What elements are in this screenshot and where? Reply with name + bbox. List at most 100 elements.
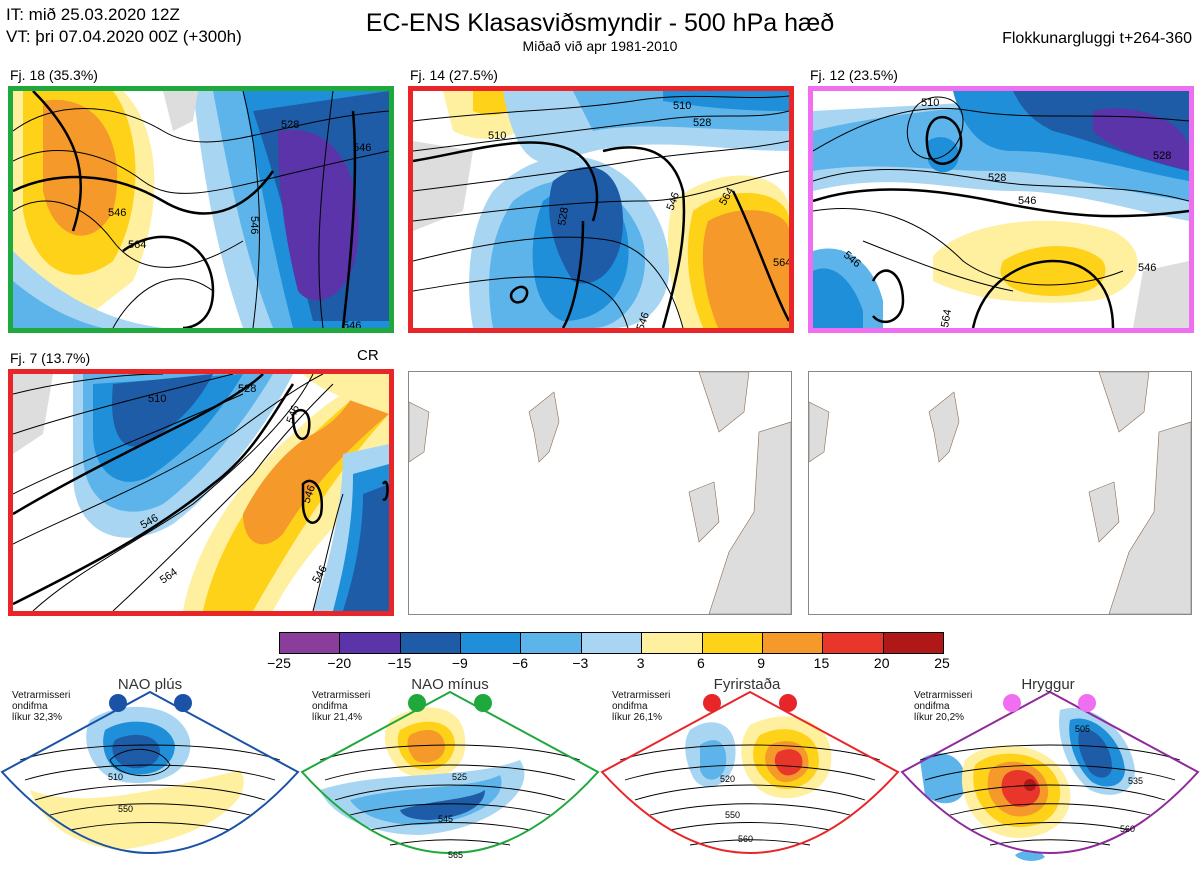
empty-map-1 — [408, 371, 792, 615]
svg-text:546: 546 — [108, 207, 126, 219]
colorbar-swatch — [521, 633, 582, 653]
regime-title-nao-minus: NAO mínus — [411, 676, 489, 693]
note-line: ondifma — [914, 701, 950, 712]
colorbar-swatch — [823, 633, 884, 653]
svg-text:528: 528 — [988, 172, 1006, 184]
nao-minus-contour-525: 525 — [452, 772, 467, 782]
regime-note-nao-minus: Vetrarmisseri ondifma líkur 21,4% — [312, 690, 370, 723]
colorbar-tick-label: −20 — [327, 655, 352, 671]
note-line: Vetrarmisseri — [312, 690, 371, 701]
colorbar-swatch — [461, 633, 522, 653]
cluster-map-2: 510 528 510 528 546 564 564 546 — [408, 86, 794, 333]
colorbar-tick-label: −6 — [512, 655, 529, 671]
note-line: ondifma — [12, 701, 48, 712]
colorbar-swatch — [581, 633, 643, 653]
colorbar-swatch — [762, 633, 824, 653]
svg-text:546: 546 — [285, 404, 303, 425]
valid-time: VT: þri 07.04.2020 00Z (+300h) — [6, 27, 242, 46]
svg-text:510: 510 — [148, 393, 166, 405]
nao-plus-contour-550: 550 — [118, 804, 133, 814]
fyrirstada-contour-520: 520 — [720, 774, 735, 784]
note-line: ondifma — [612, 701, 648, 712]
svg-text:564: 564 — [773, 257, 789, 269]
hryggur-contour-560: 560 — [1120, 824, 1135, 834]
regime-row: 510 550 525 545 565 — [0, 676, 1200, 871]
note-line: Vetrarmisseri — [914, 690, 973, 701]
regime-fans: 510 550 525 545 565 — [0, 690, 1200, 861]
regime-title-fyrirstada: Fyrirstaða — [713, 676, 781, 693]
colorbar-tick-label: −3 — [572, 655, 589, 671]
svg-text:546: 546 — [1018, 195, 1036, 207]
note-line: líkur 20,2% — [914, 712, 965, 723]
svg-text:528: 528 — [1153, 150, 1171, 162]
empty-map-2 — [808, 371, 1192, 615]
svg-text:510: 510 — [488, 130, 506, 142]
cluster-label-1: Fj. 18 (35.3%) — [10, 67, 98, 83]
colorbar-tick-label: −25 — [267, 655, 291, 671]
classification-window: Flokkunargluggi t+264-360 — [1002, 30, 1192, 47]
svg-text:528: 528 — [281, 119, 299, 131]
svg-text:546: 546 — [665, 191, 683, 212]
note-line: líkur 21,4% — [312, 712, 363, 723]
hryggur-contour-535: 535 — [1128, 776, 1143, 786]
colorbar-tick-label: 6 — [697, 655, 705, 671]
nao-minus-contour-545: 545 — [438, 814, 453, 824]
regime-nao-minus: 525 545 565 — [300, 690, 600, 860]
svg-text:528: 528 — [238, 383, 256, 395]
hryggur-contour-505: 505 — [1075, 724, 1090, 734]
nao-plus-contour-510: 510 — [108, 772, 123, 782]
page-title: EC-ENS Klasasviðsmyndir - 500 hPa hæð — [365, 9, 835, 37]
colorbar-tick-label: −15 — [387, 655, 412, 671]
note-line: Vetrarmisseri — [612, 690, 671, 701]
page-subtitle: Miðað við apr 1981-2010 — [522, 38, 678, 54]
colorbar-swatch — [642, 633, 703, 653]
regime-title-hryggur: Hryggur — [1021, 676, 1075, 693]
svg-text:546: 546 — [301, 484, 319, 505]
regime-hryggur: 505 535 560 — [900, 690, 1200, 861]
regime-note-nao-plus: Vetrarmisseri ondifma líkur 32,3% — [12, 690, 70, 723]
svg-text:510: 510 — [673, 100, 691, 112]
cluster-label-2: Fj. 14 (27.5%) — [410, 67, 498, 83]
svg-text:546: 546 — [248, 216, 260, 234]
run-info: IT: mið 25.03.2020 12Z VT: þri 07.04.202… — [6, 4, 242, 48]
issue-time: IT: mið 25.03.2020 12Z — [6, 5, 180, 24]
colorbar-tick-label: 25 — [934, 655, 950, 671]
colorbar-swatch — [883, 633, 943, 653]
svg-text:546: 546 — [635, 311, 653, 328]
colorbar-tick-label: 3 — [636, 655, 645, 671]
note-line: ondifma — [312, 701, 348, 712]
colorbar — [279, 632, 944, 654]
fyrirstada-contour-560: 560 — [738, 834, 753, 844]
cluster-map-4: 510 528 546 546 546 564 546 — [8, 369, 394, 616]
svg-text:564: 564 — [939, 308, 954, 328]
svg-text:546: 546 — [353, 142, 371, 154]
svg-text:546: 546 — [343, 320, 361, 328]
cluster-tag: CR — [357, 347, 379, 364]
note-line: líkur 32,3% — [12, 712, 63, 723]
cluster-label-3: Fj. 12 (23.5%) — [810, 67, 898, 83]
regime-title-nao-plus: NAO plús — [117, 676, 183, 693]
colorbar-tick-label: 15 — [813, 655, 830, 671]
regime-nao-plus: 510 550 — [0, 690, 300, 854]
nao-minus-contour-565: 565 — [448, 850, 463, 860]
note-line: líkur 26,1% — [612, 712, 663, 723]
svg-text:528: 528 — [693, 117, 711, 129]
svg-text:564: 564 — [128, 239, 146, 251]
colorbar-swatch — [280, 633, 341, 653]
regime-note-hryggur: Vetrarmisseri ondifma líkur 20,2% — [914, 690, 972, 723]
regime-note-fyrirstada: Vetrarmisseri ondifma líkur 26,1% — [612, 690, 670, 723]
cluster-map-1: 546 528 546 564 546 546 — [8, 86, 394, 333]
colorbar-swatch — [400, 633, 462, 653]
colorbar-tick-label: 20 — [873, 655, 890, 671]
fyrirstada-contour-550: 550 — [725, 810, 740, 820]
regime-fyrirstada: 520 550 560 — [600, 690, 900, 854]
cluster-label-4: Fj. 7 (13.7%) — [10, 350, 91, 366]
svg-text:510: 510 — [921, 97, 939, 109]
svg-text:546: 546 — [1138, 262, 1156, 274]
colorbar-swatch — [340, 633, 401, 653]
note-line: Vetrarmisseri — [12, 690, 71, 701]
colorbar-tick-label: −9 — [451, 655, 468, 671]
svg-text:528: 528 — [556, 206, 571, 226]
colorbar-tick-label: 9 — [757, 655, 766, 671]
cluster-map-3: 510 528 546 546 564 528 546 — [808, 86, 1194, 333]
